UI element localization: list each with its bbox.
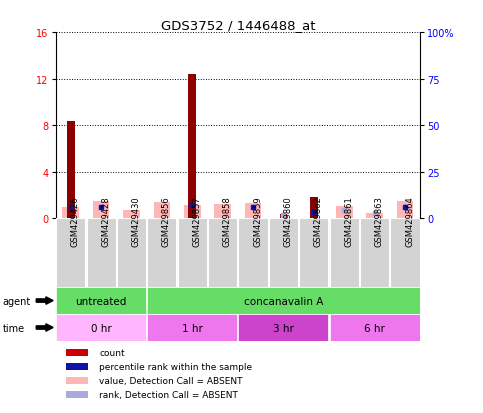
Text: time: time [2,323,25,333]
Bar [336,206,353,219]
Bar [56,219,85,287]
Bar [86,219,116,287]
Bar [330,314,420,341]
Text: 3 hr: 3 hr [273,323,294,333]
Bar [147,287,420,314]
Text: GSM429861: GSM429861 [344,196,353,246]
Text: value, Detection Call = ABSENT: value, Detection Call = ABSENT [99,376,243,385]
Bar [390,219,420,287]
Text: GSM429857: GSM429857 [192,196,201,246]
Text: 1 hr: 1 hr [182,323,203,333]
Bar [67,363,88,370]
Bar [67,349,88,356]
Bar [56,287,146,314]
Text: percentile rank within the sample: percentile rank within the sample [99,362,253,371]
Text: rank, Detection Call = ABSENT: rank, Detection Call = ABSENT [99,390,238,399]
Title: GDS3752 / 1446488_at: GDS3752 / 1446488_at [161,19,315,32]
Text: GSM429860: GSM429860 [284,196,293,246]
Bar [67,121,74,219]
Bar [397,201,413,219]
Text: GSM429426: GSM429426 [71,196,80,246]
Bar [245,203,261,219]
Text: count: count [99,348,125,357]
Bar [239,314,328,341]
Bar [67,377,88,384]
Bar [330,219,359,287]
Text: GSM429859: GSM429859 [253,196,262,246]
Bar [56,314,146,341]
Bar [67,392,88,398]
Text: GSM429864: GSM429864 [405,196,414,246]
Text: GSM429863: GSM429863 [375,196,384,246]
Bar [214,204,231,219]
Text: agent: agent [2,296,30,306]
Text: GSM429430: GSM429430 [131,196,141,246]
Bar [360,219,389,287]
Bar [147,314,237,341]
Bar [93,202,110,219]
Bar [366,214,383,219]
Bar [178,219,207,287]
Bar [299,219,328,287]
Text: GSM429862: GSM429862 [314,196,323,246]
Bar [147,219,176,287]
Text: GSM429858: GSM429858 [223,196,232,246]
Text: concanavalin A: concanavalin A [244,296,323,306]
Text: GSM429428: GSM429428 [101,196,110,246]
Text: untreated: untreated [75,296,127,306]
Bar [239,219,268,287]
Text: 6 hr: 6 hr [364,323,385,333]
Text: GSM429856: GSM429856 [162,196,171,246]
Bar [154,203,170,219]
Bar [184,206,200,219]
Bar [310,198,318,219]
Bar [188,75,196,219]
Bar [269,219,298,287]
Bar [62,208,79,219]
Bar [123,210,140,219]
Bar [208,219,237,287]
Bar [275,218,292,219]
Text: 0 hr: 0 hr [91,323,112,333]
Bar [280,215,287,219]
Bar [117,219,146,287]
